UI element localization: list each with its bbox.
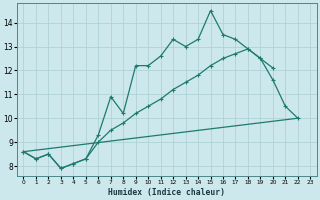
X-axis label: Humidex (Indice chaleur): Humidex (Indice chaleur) [108, 188, 225, 197]
